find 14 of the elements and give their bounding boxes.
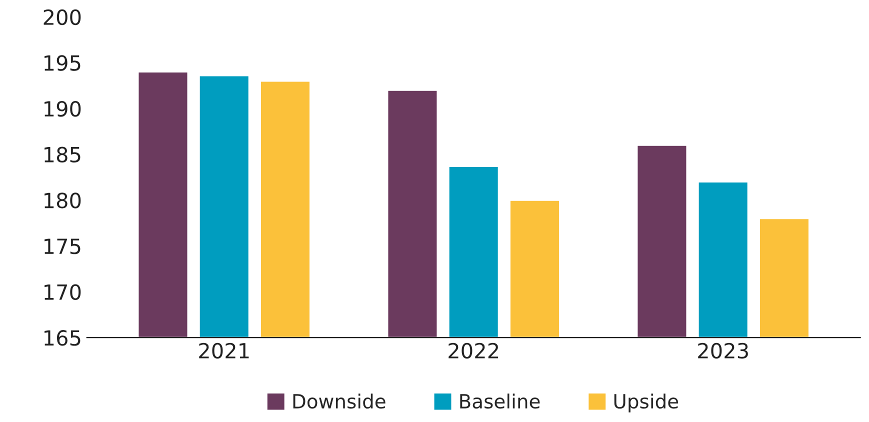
- legend-label: Downside: [293, 394, 386, 409]
- y-tick-label: 195: [44, 55, 80, 71]
- legend-label: Baseline: [460, 394, 540, 409]
- legend-label: Upside: [614, 394, 678, 412]
- x-tick-label: 2023: [698, 342, 748, 359]
- y-tick-label: 180: [44, 192, 81, 208]
- x-tick-label: 2021: [199, 342, 249, 359]
- x-tick-label: 2022: [448, 342, 498, 359]
- y-tick-label: 185: [44, 146, 80, 163]
- y-tick-label: 200: [44, 9, 81, 26]
- y-tick-label: 190: [44, 100, 81, 117]
- y-tick-label: 170: [44, 284, 81, 300]
- y-tick-label: 165: [44, 330, 80, 346]
- y-tick-label: 175: [44, 238, 80, 254]
